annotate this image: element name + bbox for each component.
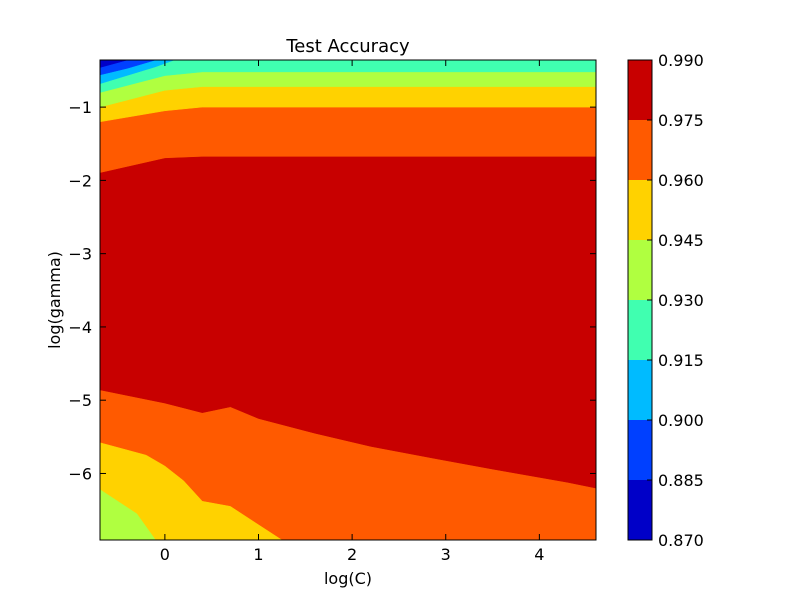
contour-region-band-0.915-0.930: [100, 60, 596, 93]
y-axis: −6 −5 −4 −3 −2 −1: [68, 98, 596, 483]
y-tick-label: −6: [68, 464, 92, 483]
colorbar-segment: [628, 420, 652, 480]
x-tick-label: 3: [441, 545, 451, 564]
y-axis-label: log(gamma): [45, 251, 64, 349]
colorbar-segment: [628, 120, 652, 180]
y-tick-label: −4: [68, 318, 92, 337]
colorbar-tick-label: 0.960: [658, 171, 704, 190]
colorbar-segment: [628, 60, 652, 120]
colorbar-segment: [628, 300, 652, 360]
y-tick-label: −2: [68, 171, 92, 190]
colorbar-tick-label: 0.915: [658, 351, 704, 370]
contour-region-band-0.945-0.960-lower: [100, 442, 283, 540]
x-tick-label: 2: [347, 545, 357, 564]
colorbar-tick-label: 0.990: [658, 51, 704, 70]
plot-area: [100, 60, 596, 540]
x-tick-label: 1: [253, 545, 263, 564]
colorbar-segment: [628, 180, 652, 240]
plot-frame: [99, 59, 597, 541]
colorbar-frame: [627, 59, 653, 541]
contour-region-band-0.930-0.945-lower: [100, 489, 156, 540]
y-tick-label: −1: [68, 98, 92, 117]
colorbar-tick-label: 0.870: [658, 531, 704, 550]
colorbar-tick-label: 0.975: [658, 111, 704, 130]
colorbar: 0.870 0.885 0.900 0.915 0.930 0.945 0.960 0.975…: [628, 51, 704, 550]
contour-region-band-0.870-0.885: [100, 60, 128, 68]
colorbar-segment: [628, 240, 652, 300]
colorbar-tick-label: 0.930: [658, 291, 704, 310]
colorbar-tick-label: 0.900: [658, 411, 704, 430]
x-axis-label: log(C): [324, 569, 372, 588]
x-axis: 0 1 2 3 4: [160, 60, 544, 564]
y-tick-label: −5: [68, 391, 92, 410]
y-tick-label: −3: [68, 245, 92, 264]
colorbar-tick-label: 0.945: [658, 231, 704, 250]
colorbar-segment: [628, 360, 652, 420]
colorbar-tick-label: 0.885: [658, 471, 704, 490]
x-tick-label: 4: [534, 545, 544, 564]
x-tick-label: 0: [160, 545, 170, 564]
contour-region-band-0.975-0.990: [100, 156, 596, 489]
colorbar-segment: [628, 480, 652, 540]
chart-title: Test Accuracy: [285, 36, 410, 57]
